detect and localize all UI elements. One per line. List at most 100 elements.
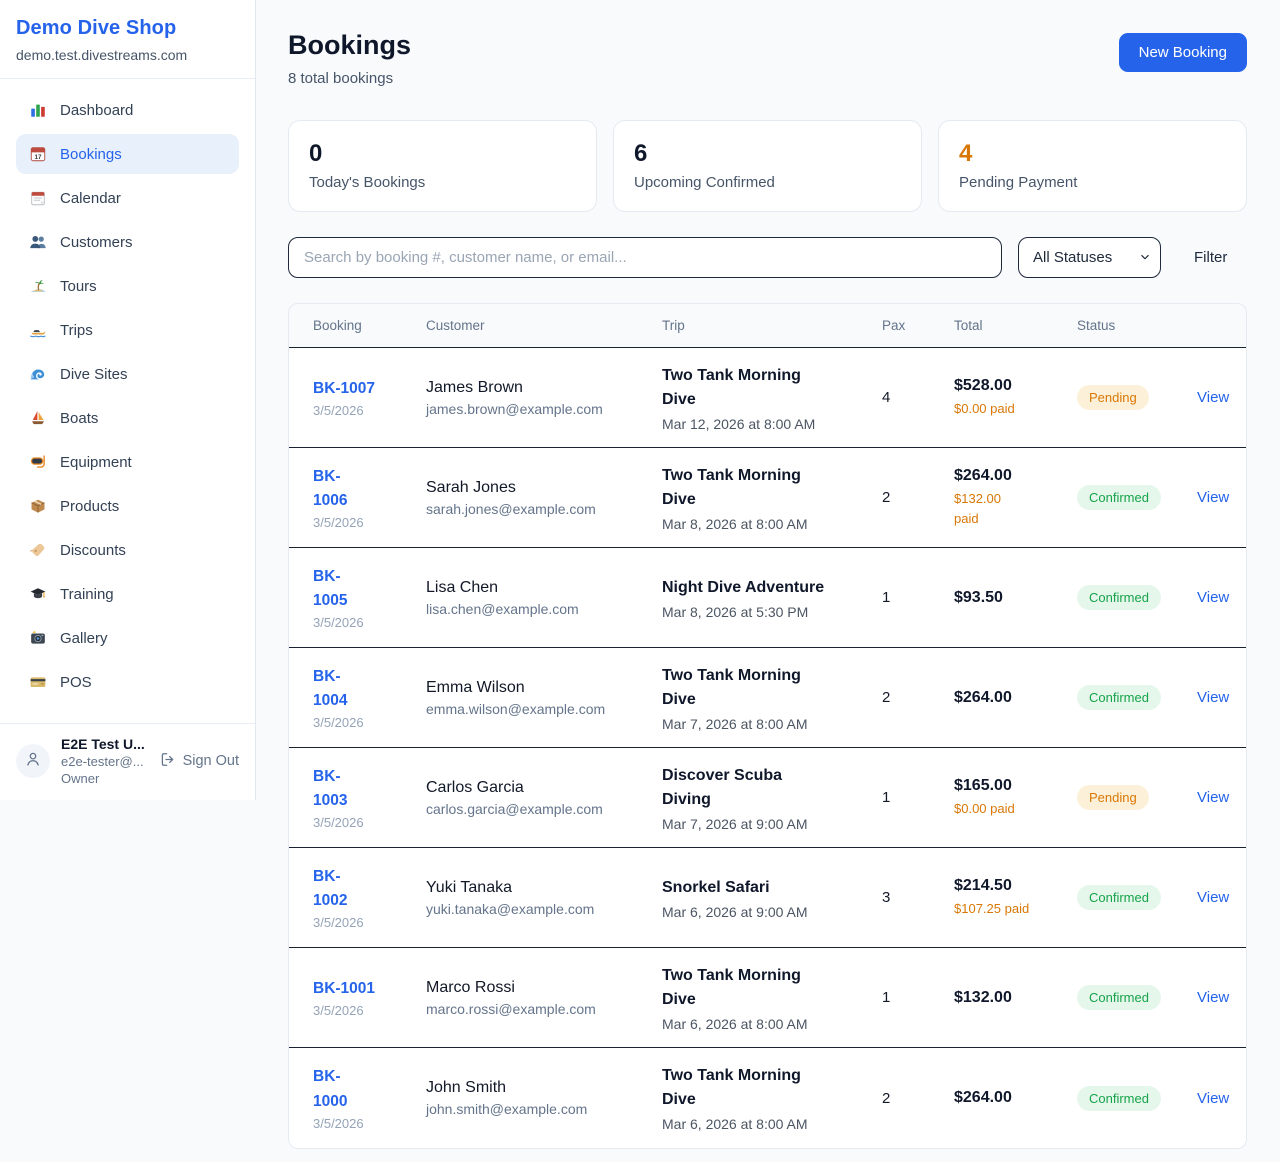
table-body: BK-1007 3/5/2026 James Brown james.brown… bbox=[289, 348, 1246, 1148]
page-subtitle: 8 total bookings bbox=[288, 70, 394, 87]
stat-value: 0 bbox=[309, 140, 323, 167]
sidebar-item-equipment[interactable]: Equipment bbox=[16, 442, 239, 482]
sidebar-item-pos[interactable]: POS bbox=[16, 662, 239, 702]
view-link[interactable]: View bbox=[1197, 889, 1230, 906]
new-booking-button[interactable]: New Booking bbox=[1118, 33, 1247, 72]
sign-out-button[interactable]: Sign Out bbox=[159, 751, 239, 772]
trip-date: Mar 6, 2026 at 9:00 AM bbox=[662, 903, 808, 920]
view-link[interactable]: View bbox=[1197, 1089, 1230, 1107]
sidebar-item-training[interactable]: Training bbox=[16, 574, 239, 614]
view-link[interactable]: View bbox=[1197, 789, 1230, 806]
view-link[interactable]: View bbox=[1197, 589, 1230, 606]
booking-id-link[interactable]: BK- 1003 bbox=[313, 767, 348, 809]
speedboat-icon bbox=[28, 321, 47, 340]
view-link[interactable]: View bbox=[1197, 689, 1230, 706]
pax-count: 2 bbox=[882, 489, 891, 506]
table-row: BK- 1003 3/5/2026 Carlos Garcia carlos.g… bbox=[289, 748, 1246, 848]
sidebar: Demo Dive Shop demo.test.divestreams.com… bbox=[0, 0, 256, 800]
customer-email: james.brown@example.com bbox=[426, 400, 603, 417]
status-select-wrap: All Statuses bbox=[1018, 237, 1161, 278]
sidebar-item-boats[interactable]: Boats bbox=[16, 398, 239, 438]
filter-row: All Statuses Filter bbox=[288, 237, 1247, 278]
credit-card-icon bbox=[28, 673, 47, 692]
total-amount: $214.50 bbox=[954, 876, 1012, 894]
sidebar-item-tours[interactable]: Tours bbox=[16, 266, 239, 306]
pax-count: 2 bbox=[882, 689, 891, 706]
column-header-booking: Booking bbox=[313, 318, 362, 333]
people-icon bbox=[28, 233, 47, 252]
status-badge: Confirmed bbox=[1077, 685, 1161, 710]
sidebar-item-gallery[interactable]: Gallery bbox=[16, 618, 239, 658]
booking-id-link[interactable]: BK- 1004 bbox=[313, 667, 348, 709]
pax-count: 4 bbox=[882, 389, 891, 406]
sidebar-user-footer: E2E Test U... e2e-tester@... Owner Sign … bbox=[0, 723, 255, 800]
avatar bbox=[16, 744, 50, 778]
tear-off-calendar-icon bbox=[28, 189, 47, 208]
customer-email: lisa.chen@example.com bbox=[426, 600, 579, 617]
customer-name: Marco Rossi bbox=[426, 978, 515, 996]
trip-date: Mar 8, 2026 at 8:00 AM bbox=[662, 515, 808, 532]
column-header-customer: Customer bbox=[426, 318, 485, 333]
paid-amount: $0.00 paid bbox=[954, 400, 1015, 416]
paid-amount: $0.00 paid bbox=[954, 800, 1015, 816]
total-amount: $528.00 bbox=[954, 376, 1012, 394]
stat-card-pending-payment: 4 Pending Payment bbox=[938, 120, 1247, 212]
filter-button[interactable]: Filter bbox=[1194, 249, 1228, 266]
island-icon bbox=[28, 277, 47, 296]
trip-name: Two Tank Morning Dive bbox=[662, 366, 801, 408]
table-row: BK- 1006 3/5/2026 Sarah Jones sarah.jone… bbox=[289, 448, 1246, 548]
sidebar-item-products[interactable]: Products bbox=[16, 486, 239, 526]
sidebar-item-discounts[interactable]: Discounts bbox=[16, 530, 239, 570]
customer-name: Sarah Jones bbox=[426, 478, 516, 496]
booking-id-link[interactable]: BK-1001 bbox=[313, 979, 376, 997]
column-header-status: Status bbox=[1077, 318, 1116, 333]
paid-amount: $107.25 paid bbox=[954, 900, 1030, 916]
customer-email: marco.rossi@example.com bbox=[426, 1000, 596, 1017]
status-badge: Pending bbox=[1077, 385, 1149, 410]
status-select[interactable]: All Statuses bbox=[1018, 237, 1161, 278]
sidebar-item-dashboard[interactable]: Dashboard bbox=[16, 90, 239, 130]
status-badge: Confirmed bbox=[1077, 1085, 1161, 1111]
sailboat-icon bbox=[28, 409, 47, 428]
sidebar-item-dive-sites[interactable]: Dive Sites bbox=[16, 354, 239, 394]
bookings-table: Booking Customer Trip Pax Total Status B… bbox=[288, 303, 1247, 1149]
calendar-icon: 17 bbox=[28, 145, 47, 164]
shop-domain: demo.test.divestreams.com bbox=[16, 47, 188, 63]
customer-email: carlos.garcia@example.com bbox=[426, 800, 603, 817]
customer-name: John Smith bbox=[426, 1079, 507, 1096]
trip-name: Night Dive Adventure bbox=[662, 578, 825, 596]
search-input[interactable] bbox=[288, 237, 1002, 278]
booking-id-link[interactable]: BK- 1002 bbox=[313, 867, 348, 909]
sidebar-item-bookings[interactable]: 17 Bookings bbox=[16, 134, 239, 174]
table-row: BK- 1005 3/5/2026 Lisa Chen lisa.chen@ex… bbox=[289, 548, 1246, 648]
trip-name: Discover Scuba Diving bbox=[662, 766, 783, 808]
total-amount: $264.00 bbox=[954, 1089, 1012, 1106]
total-amount: $264.00 bbox=[954, 467, 1012, 484]
total-amount: $165.00 bbox=[954, 776, 1012, 794]
customer-name: Yuki Tanaka bbox=[426, 878, 512, 896]
sidebar-item-calendar[interactable]: Calendar bbox=[16, 178, 239, 218]
booking-id-link[interactable]: BK- 1000 bbox=[313, 1068, 348, 1110]
booking-id-link[interactable]: BK- 1005 bbox=[313, 567, 348, 609]
graduation-cap-icon bbox=[28, 585, 47, 604]
pax-count: 3 bbox=[882, 889, 891, 906]
view-link[interactable]: View bbox=[1197, 389, 1230, 406]
trip-date: Mar 7, 2026 at 8:00 AM bbox=[662, 715, 808, 732]
person-icon bbox=[24, 750, 42, 773]
trip-name: Two Tank Morning Dive bbox=[662, 1067, 801, 1108]
view-link[interactable]: View bbox=[1197, 489, 1230, 506]
status-badge: Confirmed bbox=[1077, 585, 1161, 610]
trip-name: Snorkel Safari bbox=[662, 878, 770, 896]
sidebar-item-trips[interactable]: Trips bbox=[16, 310, 239, 350]
total-amount: $264.00 bbox=[954, 688, 1012, 706]
view-link[interactable]: View bbox=[1197, 989, 1230, 1006]
total-amount: $132.00 bbox=[954, 988, 1012, 1006]
table-row: BK-1007 3/5/2026 James Brown james.brown… bbox=[289, 348, 1246, 448]
pax-count: 1 bbox=[882, 789, 891, 806]
sidebar-item-customers[interactable]: Customers bbox=[16, 222, 239, 262]
table-row: BK- 1002 3/5/2026 Yuki Tanaka yuki.tanak… bbox=[289, 848, 1246, 948]
trip-name: Two Tank Morning Dive bbox=[662, 666, 801, 708]
booking-id-link[interactable]: BK-1007 bbox=[313, 379, 376, 397]
booking-id-link[interactable]: BK- 1006 bbox=[313, 467, 348, 509]
stat-card-upcoming-confirmed: 6 Upcoming Confirmed bbox=[613, 120, 922, 212]
